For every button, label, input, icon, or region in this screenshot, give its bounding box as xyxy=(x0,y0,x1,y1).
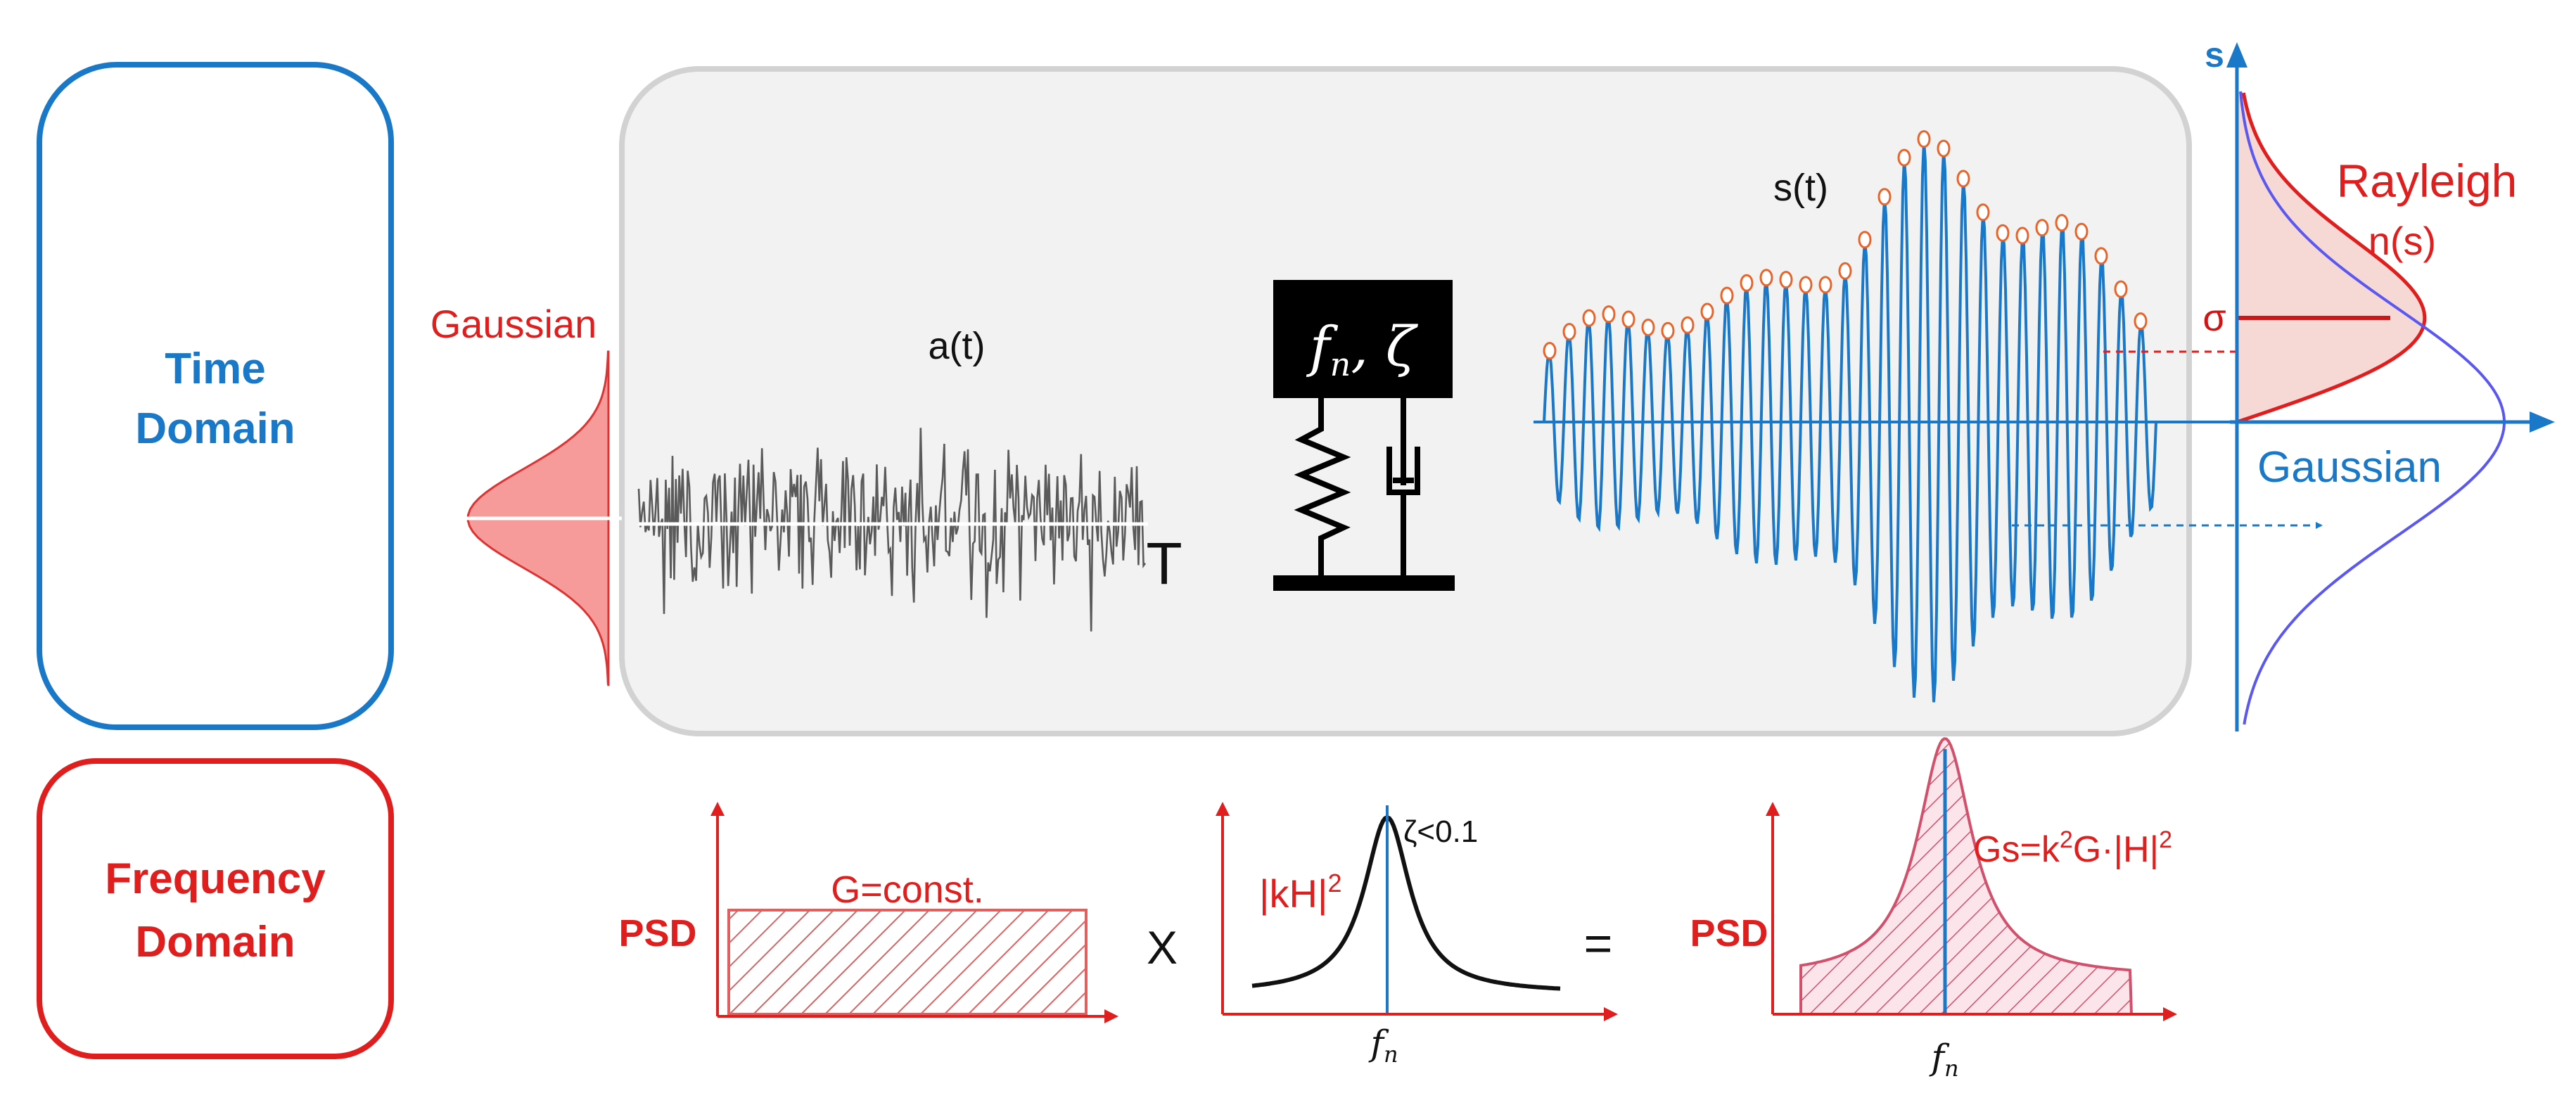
peak-marker xyxy=(1818,276,1832,294)
peak-marker xyxy=(1562,323,1576,341)
peak-marker xyxy=(2134,312,2148,331)
equals-sign: = xyxy=(1584,916,1613,971)
peak-marker xyxy=(2035,219,2049,237)
output-psd-label: Gs=k2G·|H|2 xyxy=(1973,826,2172,870)
response-distributions: s σ Rayleigh n(s) Gaussian xyxy=(2202,35,2555,731)
s-axis-label: s xyxy=(2205,35,2224,75)
peak-marker xyxy=(1897,148,1911,167)
input-signal-label: a(t) xyxy=(929,325,986,367)
peak-marker xyxy=(2114,280,2128,298)
peak-marker xyxy=(1937,139,1951,158)
zeta-note: ζ<0.1 xyxy=(1403,814,1478,849)
peak-marker xyxy=(1700,302,1714,321)
output-psd-ylabel: PSD xyxy=(1690,912,1768,954)
system-block xyxy=(1273,280,1453,398)
output-psd-plot: PSD Gs=k2G·|H|2 fn xyxy=(1690,737,2177,1082)
peak-marker xyxy=(1740,274,1754,292)
input-signal-a-t: a(t) T xyxy=(637,325,1182,632)
peak-marker xyxy=(1779,271,1793,289)
ground-base xyxy=(1273,575,1455,591)
dashpot xyxy=(1386,398,1420,575)
peak-marker xyxy=(1661,321,1675,340)
output-fn-label: fn xyxy=(1928,1037,1958,1082)
input-psd-area xyxy=(727,909,1088,1016)
peak-marker xyxy=(1543,342,1557,360)
peak-marker xyxy=(2015,226,2029,245)
peak-marker xyxy=(1996,224,2010,242)
duration-label: T xyxy=(1146,530,1182,596)
input-distribution-label: Gaussian xyxy=(431,302,597,346)
peak-marker xyxy=(1621,310,1635,328)
peak-marker xyxy=(1720,286,1734,305)
peak-marker xyxy=(1759,269,1773,287)
peak-marker xyxy=(1602,305,1616,324)
spring xyxy=(1294,398,1351,575)
peak-marker xyxy=(1917,130,1931,148)
frequency-domain-label-line1: Frequency xyxy=(105,855,326,903)
response-signal-s-t: s(t) xyxy=(1534,130,2323,703)
fn-label: fn xyxy=(1367,1023,1398,1068)
rayleigh-sub-label: n(s) xyxy=(2368,219,2436,263)
peak-marker xyxy=(2055,214,2069,232)
rayleigh-label: Rayleigh xyxy=(2337,155,2518,207)
peak-marker xyxy=(2094,247,2108,265)
transfer-label: |kH|2 xyxy=(1259,869,1342,916)
time-domain-label-line2: Domain xyxy=(135,404,295,453)
peak-marker xyxy=(1681,316,1695,334)
input-psd-ylabel: PSD xyxy=(618,912,696,954)
frequency-domain-label-line2: Domain xyxy=(135,918,295,966)
multiply-sign: X xyxy=(1147,921,1178,973)
time-domain-label-line1: Time xyxy=(165,345,266,393)
time-domain-box: Time Domain xyxy=(37,62,394,730)
peak-marker xyxy=(1582,309,1596,327)
peak-marker xyxy=(1641,318,1655,336)
transfer-function-plot: |kH|2 ζ<0.1 fn xyxy=(1216,802,1618,1068)
input-psd-label: G=const. xyxy=(831,869,984,911)
peak-marker xyxy=(2074,222,2089,241)
input-gaussian-distribution: Gaussian xyxy=(431,302,622,686)
peak-marker xyxy=(1956,170,1970,188)
response-signal-label: s(t) xyxy=(1773,167,1828,209)
gaussian-label: Gaussian xyxy=(2257,443,2442,492)
peak-marker xyxy=(1877,188,1892,206)
frequency-domain-box: Frequency Domain xyxy=(37,758,394,1059)
sigma-label: σ xyxy=(2202,297,2226,339)
s-axis-arrowhead xyxy=(2226,42,2247,68)
sdof-system: fn, ζ xyxy=(1273,280,1455,591)
peak-marker xyxy=(1858,231,1872,249)
peak-marker xyxy=(1799,276,1813,294)
system-label: fn, ζ xyxy=(1306,316,1419,383)
peak-marker xyxy=(1976,203,1990,222)
peak-marker xyxy=(1838,262,1852,280)
distribution-x-axis-arrowhead xyxy=(2530,411,2555,433)
input-psd-plot: PSD G=const. xyxy=(618,802,1118,1023)
